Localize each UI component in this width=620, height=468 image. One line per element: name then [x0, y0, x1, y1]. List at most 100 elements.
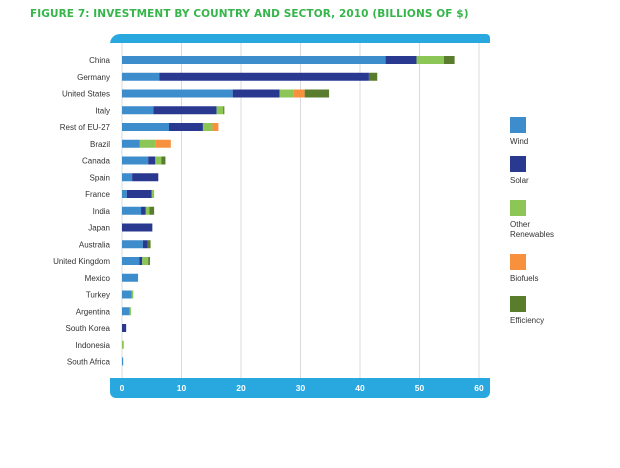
- bar-segment-wind: [122, 240, 143, 249]
- category-label: South Africa: [67, 358, 111, 367]
- bar-segment-biofuels: [293, 89, 305, 98]
- bar-segment-efficiency: [149, 206, 155, 215]
- x-axis-bar: [110, 378, 490, 398]
- category-labels: China Germany United States Italy Rest of EU…: [53, 56, 110, 367]
- chart-title: FIGURE 7: INVESTMENT BY COUNTRY AND SECT…: [30, 8, 469, 20]
- bar-segment-other-renewables: [139, 139, 156, 148]
- category-label: China: [89, 56, 110, 65]
- legend-swatch: [510, 200, 526, 216]
- bar-segment-other-renewables: [416, 56, 444, 64]
- category-label: South Korea: [66, 324, 111, 333]
- bar-segment-solar: [153, 106, 217, 115]
- legend-swatch: [510, 254, 526, 270]
- bar-segment-wind: [122, 357, 124, 366]
- legend-item[interactable]: Efficiency: [510, 296, 544, 325]
- bar-segment-other-renewables: [202, 123, 213, 131]
- bar-segment-efficiency: [443, 56, 455, 64]
- legend-swatch: [510, 117, 526, 133]
- bar-segment-efficiency: [223, 106, 225, 115]
- legend-swatch: [510, 156, 526, 172]
- bar-segment-solar: [141, 206, 146, 215]
- category-label: India: [93, 207, 111, 216]
- legend-label: Solar: [510, 176, 529, 185]
- legend-item[interactable]: Biofuels: [510, 254, 538, 283]
- legend-item[interactable]: Solar: [510, 156, 529, 185]
- legend-label: Wind: [510, 137, 528, 146]
- bar-segment-other-renewables: [151, 190, 155, 198]
- bar-segment-wind: [122, 72, 160, 81]
- bar-segment-efficiency: [147, 240, 151, 249]
- bar-segment-other-renewables: [129, 307, 131, 316]
- legend-item[interactable]: Wind: [510, 117, 528, 146]
- bar-segment-biofuels: [212, 123, 219, 131]
- category-label: Canada: [82, 157, 111, 166]
- x-tick-label: 30: [296, 383, 306, 393]
- bar-segment-solar: [169, 123, 203, 131]
- x-tick-label: 50: [415, 383, 425, 393]
- bar-segment-wind: [122, 273, 139, 282]
- bar-segment-wind: [122, 56, 386, 64]
- bar-segment-efficiency: [304, 89, 330, 98]
- bar-segment-other-renewables: [155, 156, 162, 165]
- bar-segment-wind: [122, 206, 142, 215]
- bar-segment-solar: [132, 173, 159, 182]
- bar-segment-solar: [142, 240, 148, 249]
- bar-segment-other-renewables: [142, 257, 149, 265]
- category-label: Italy: [95, 106, 110, 115]
- bar-segment-wind: [122, 190, 127, 198]
- category-label: Brazil: [90, 140, 110, 149]
- x-tick-label: 40: [355, 383, 365, 393]
- bar-segment-solar: [385, 56, 417, 64]
- bar-segment-solar: [122, 223, 153, 232]
- bar-segment-wind: [122, 139, 140, 148]
- bar-segment-wind: [122, 307, 130, 316]
- bars: [122, 56, 455, 366]
- category-label: United Kingdom: [53, 257, 110, 266]
- category-label: Germany: [77, 73, 110, 82]
- bar-segment-solar: [126, 190, 152, 198]
- category-label: United States: [62, 90, 110, 99]
- top-frame-bar: [110, 34, 490, 44]
- bar-segment-efficiency: [148, 257, 150, 265]
- bar-segment-solar: [139, 257, 143, 265]
- bar-segment-wind: [122, 257, 140, 265]
- category-label: France: [85, 190, 110, 199]
- bar-segment-solar: [232, 89, 280, 98]
- bar-segment-other-renewables: [131, 290, 134, 299]
- bar-segment-other-renewables: [122, 340, 124, 349]
- bar-segment-wind: [122, 290, 132, 299]
- bar-segment-solar: [148, 156, 156, 165]
- legend-label: Biofuels: [510, 274, 538, 283]
- category-label: Spain: [90, 173, 110, 182]
- legend-item[interactable]: Other Renewables: [510, 200, 554, 239]
- bar-segment-other-renewables: [279, 89, 294, 98]
- category-label: Argentina: [76, 307, 111, 316]
- category-label: Indonesia: [75, 341, 110, 350]
- bar-segment-wind: [122, 89, 233, 98]
- bar-segment-other-renewables: [216, 106, 224, 115]
- legend-label: Other Renewables: [510, 220, 554, 239]
- legend[interactable]: Wind Solar Other Renewables Biofuels Efficien…: [510, 117, 554, 325]
- category-label: Mexico: [85, 274, 111, 283]
- bar-segment-solar: [159, 72, 369, 81]
- bar-segment-wind: [122, 156, 149, 165]
- x-tick-label: 0: [120, 383, 125, 393]
- category-label: Rest of EU-27: [60, 123, 111, 132]
- bar-segment-wind: [122, 106, 154, 115]
- bar-segment-wind: [122, 173, 133, 182]
- x-tick-label: 60: [474, 383, 484, 393]
- legend-label: Efficiency: [510, 316, 544, 325]
- category-label: Japan: [88, 224, 110, 233]
- x-axis-tick-labels: 0 10 20 30 40 50 60: [120, 383, 484, 393]
- bar-segment-wind: [122, 123, 170, 131]
- category-label: Turkey: [86, 291, 110, 300]
- category-label: Australia: [79, 240, 111, 249]
- legend-swatch: [510, 296, 526, 312]
- bar-segment-solar: [122, 324, 127, 332]
- bar-segment-efficiency: [368, 72, 378, 81]
- x-tick-label: 10: [177, 383, 187, 393]
- bar-segment-efficiency: [161, 156, 166, 165]
- x-tick-label: 20: [236, 383, 246, 393]
- bar-segment-other-renewables: [145, 206, 150, 215]
